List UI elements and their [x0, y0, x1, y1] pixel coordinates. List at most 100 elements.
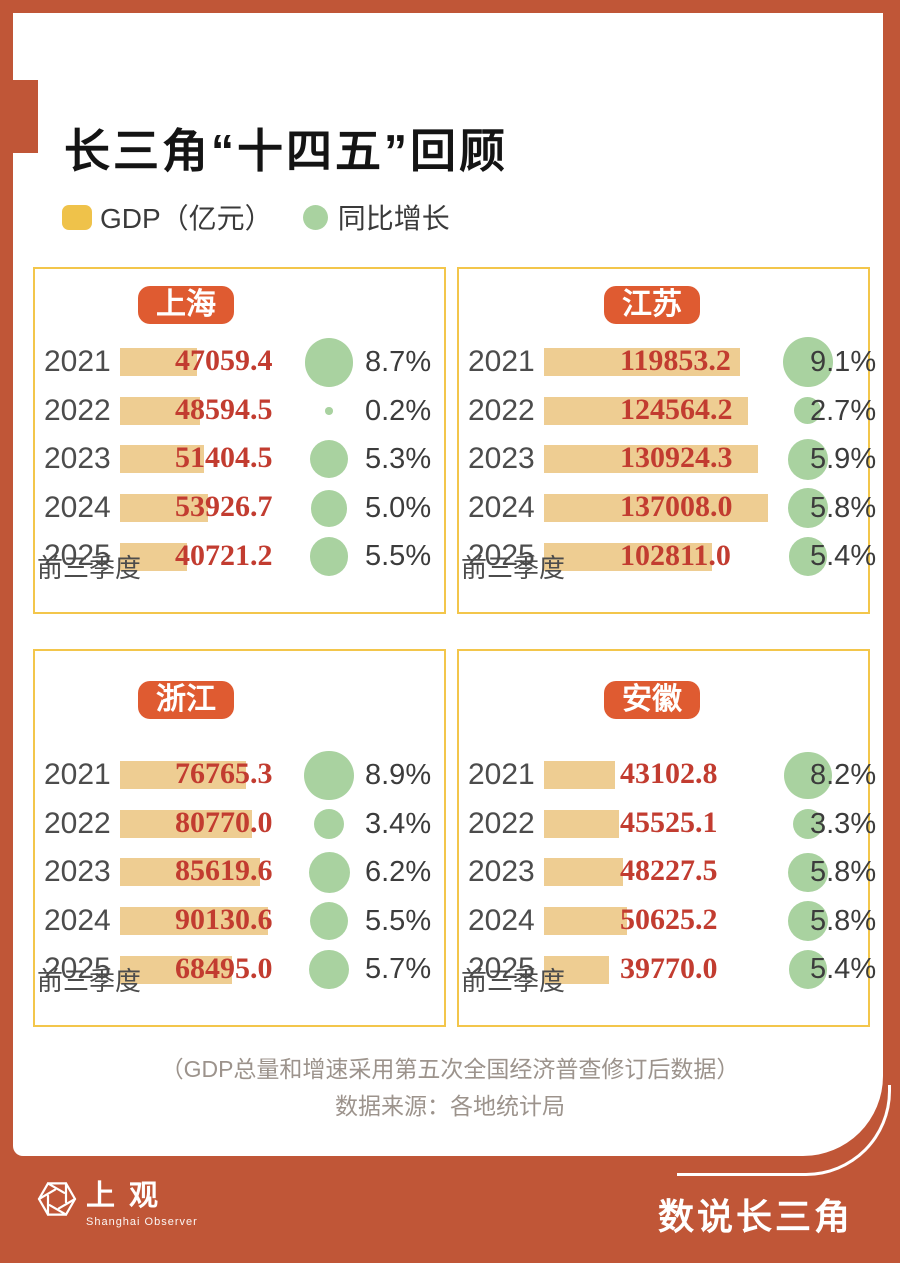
data-row: 2024 90130.6 5.5% [35, 897, 444, 946]
growth-value: 5.4% [810, 953, 877, 986]
series-title: 数说长三角 [657, 1197, 853, 1237]
year-label: 2024 [468, 490, 535, 524]
gdp-value: 39770.0 [620, 951, 718, 985]
year-label: 2024 [468, 903, 535, 937]
growth-value: 5.7% [365, 953, 432, 986]
shanghai-observer-logo: 上观 Shanghai Observer [36, 1179, 198, 1228]
year-label: 2023 [468, 855, 535, 889]
panel-1: 上海 2021 47059.4 8.7% 2022 48594.5 0.2% 2023 5140… [33, 267, 446, 614]
gdp-value: 124564.2 [620, 392, 733, 426]
gdp-bar [120, 494, 209, 523]
gdp-bar [544, 761, 615, 790]
data-row: 2021 76765.3 8.9% [35, 750, 444, 800]
gdp-value: 48227.5 [620, 854, 718, 888]
bar-area: 90130.6 [120, 903, 444, 936]
gdp-bar [544, 858, 623, 887]
gdp-bar [544, 907, 627, 936]
bar-area: 45525.1 [544, 806, 868, 839]
bar-area: 76765.3 [120, 757, 444, 790]
gdp-value: 85619.6 [175, 854, 273, 888]
region-badge: 安徽 [604, 681, 700, 719]
panel-rows: 2021 119853.2 9.1% 2022 124564.2 2.7% 2023 1309… [459, 337, 876, 581]
growth-circle [788, 439, 829, 480]
data-row: 2022 124564.2 2.7% [459, 387, 876, 436]
region-badge: 上海 [138, 286, 234, 324]
growth-value: 3.4% [365, 807, 432, 840]
data-row: 2022 48594.5 0.2% [35, 387, 444, 436]
data-row: 2024 50625.2 5.8% [459, 897, 876, 946]
growth-circle [794, 397, 822, 425]
year-label: 2022 [44, 393, 111, 427]
data-row: 2025 39770.0 5.4% [459, 945, 876, 994]
growth-value: 9.1% [810, 346, 877, 378]
gdp-bar [120, 858, 261, 887]
bar-area: 39770.0 [544, 952, 868, 985]
gdp-value: 119853.2 [620, 344, 731, 378]
data-row: 2021 43102.8 8.2% [459, 751, 876, 800]
frame-left-tab [0, 80, 38, 153]
bar-area: 43102.8 [544, 757, 868, 790]
gdp-bar [120, 445, 205, 474]
data-row: 2023 51404.5 5.3% [35, 435, 444, 484]
footnote-revision: （GDP总量和增速采用第五次全国经济普查修订后数据） [160, 1056, 740, 1082]
year-label: 2022 [468, 806, 535, 840]
gdp-value: 51404.5 [175, 441, 273, 475]
gdp-value: 137008.0 [620, 490, 733, 524]
gdp-bar [544, 494, 769, 523]
growth-circle [304, 338, 354, 387]
growth-circle [788, 901, 828, 941]
growth-value: 5.0% [365, 491, 432, 524]
gdp-bar [544, 955, 610, 984]
growth-circle [793, 808, 823, 839]
aperture-icon [37, 1182, 77, 1216]
growth-circle [310, 440, 348, 479]
growth-circle [784, 751, 832, 799]
gdp-bar [120, 348, 197, 377]
bar-area: 102811.0 [544, 539, 868, 572]
growth-circle [309, 537, 349, 577]
year-label: 2021 [44, 345, 111, 378]
year-label: 2025 [468, 539, 535, 573]
gdp-value: 76765.3 [175, 757, 273, 791]
gdp-value: 45525.1 [620, 805, 718, 839]
year-label: 2021 [44, 758, 111, 791]
growth-value: 5.3% [365, 443, 432, 476]
growth-value: 8.2% [810, 759, 877, 791]
bar-area: 40721.2 [120, 539, 444, 572]
growth-value: 5.9% [810, 443, 877, 476]
growth-value: 0.2% [365, 394, 432, 427]
gdp-value: 68495.0 [175, 951, 273, 985]
growth-value: 3.3% [810, 807, 877, 840]
gdp-value: 80770.0 [175, 805, 273, 839]
quarter-note: 前三季度 [461, 966, 566, 996]
growth-circle [304, 750, 354, 800]
page-title: 长三角“十四五”回顾 [64, 124, 508, 177]
legend-growth-label: 同比增长 [337, 203, 450, 234]
gdp-bar [120, 396, 200, 425]
gdp-value: 50625.2 [620, 903, 718, 937]
growth-circle [309, 949, 349, 990]
bar-area: 53926.7 [120, 490, 444, 523]
bar-area: 51404.5 [120, 441, 444, 474]
data-row: 2024 53926.7 5.0% [35, 484, 444, 533]
year-label: 2025 [44, 952, 111, 986]
gdp-bar [120, 955, 233, 984]
bar-area: 124564.2 [544, 393, 868, 426]
quarter-note: 前三季度 [37, 553, 142, 583]
data-row: 2025 40721.2 5.5% [35, 532, 444, 581]
panel-2: 江苏 2021 119853.2 9.1% 2022 124564.2 2.7% 2023 13… [457, 267, 876, 614]
bar-area: 119853.2 [544, 344, 868, 377]
growth-circle [313, 808, 345, 840]
year-label: 2021 [468, 345, 535, 378]
gdp-value: 130924.3 [620, 441, 733, 475]
growth-circle [310, 489, 348, 527]
year-label: 2024 [44, 490, 111, 524]
quarter-note: 前三季度 [37, 966, 142, 996]
growth-value: 5.8% [810, 904, 877, 937]
data-row: 2023 48227.5 5.8% [459, 848, 876, 897]
logo-en-label: Shanghai Observer [86, 1216, 198, 1228]
chart-legend: GDP（亿元） 同比增长 [62, 197, 450, 237]
logo-cn-label: 上观 [86, 1180, 173, 1212]
growth-value: 5.4% [810, 540, 877, 573]
